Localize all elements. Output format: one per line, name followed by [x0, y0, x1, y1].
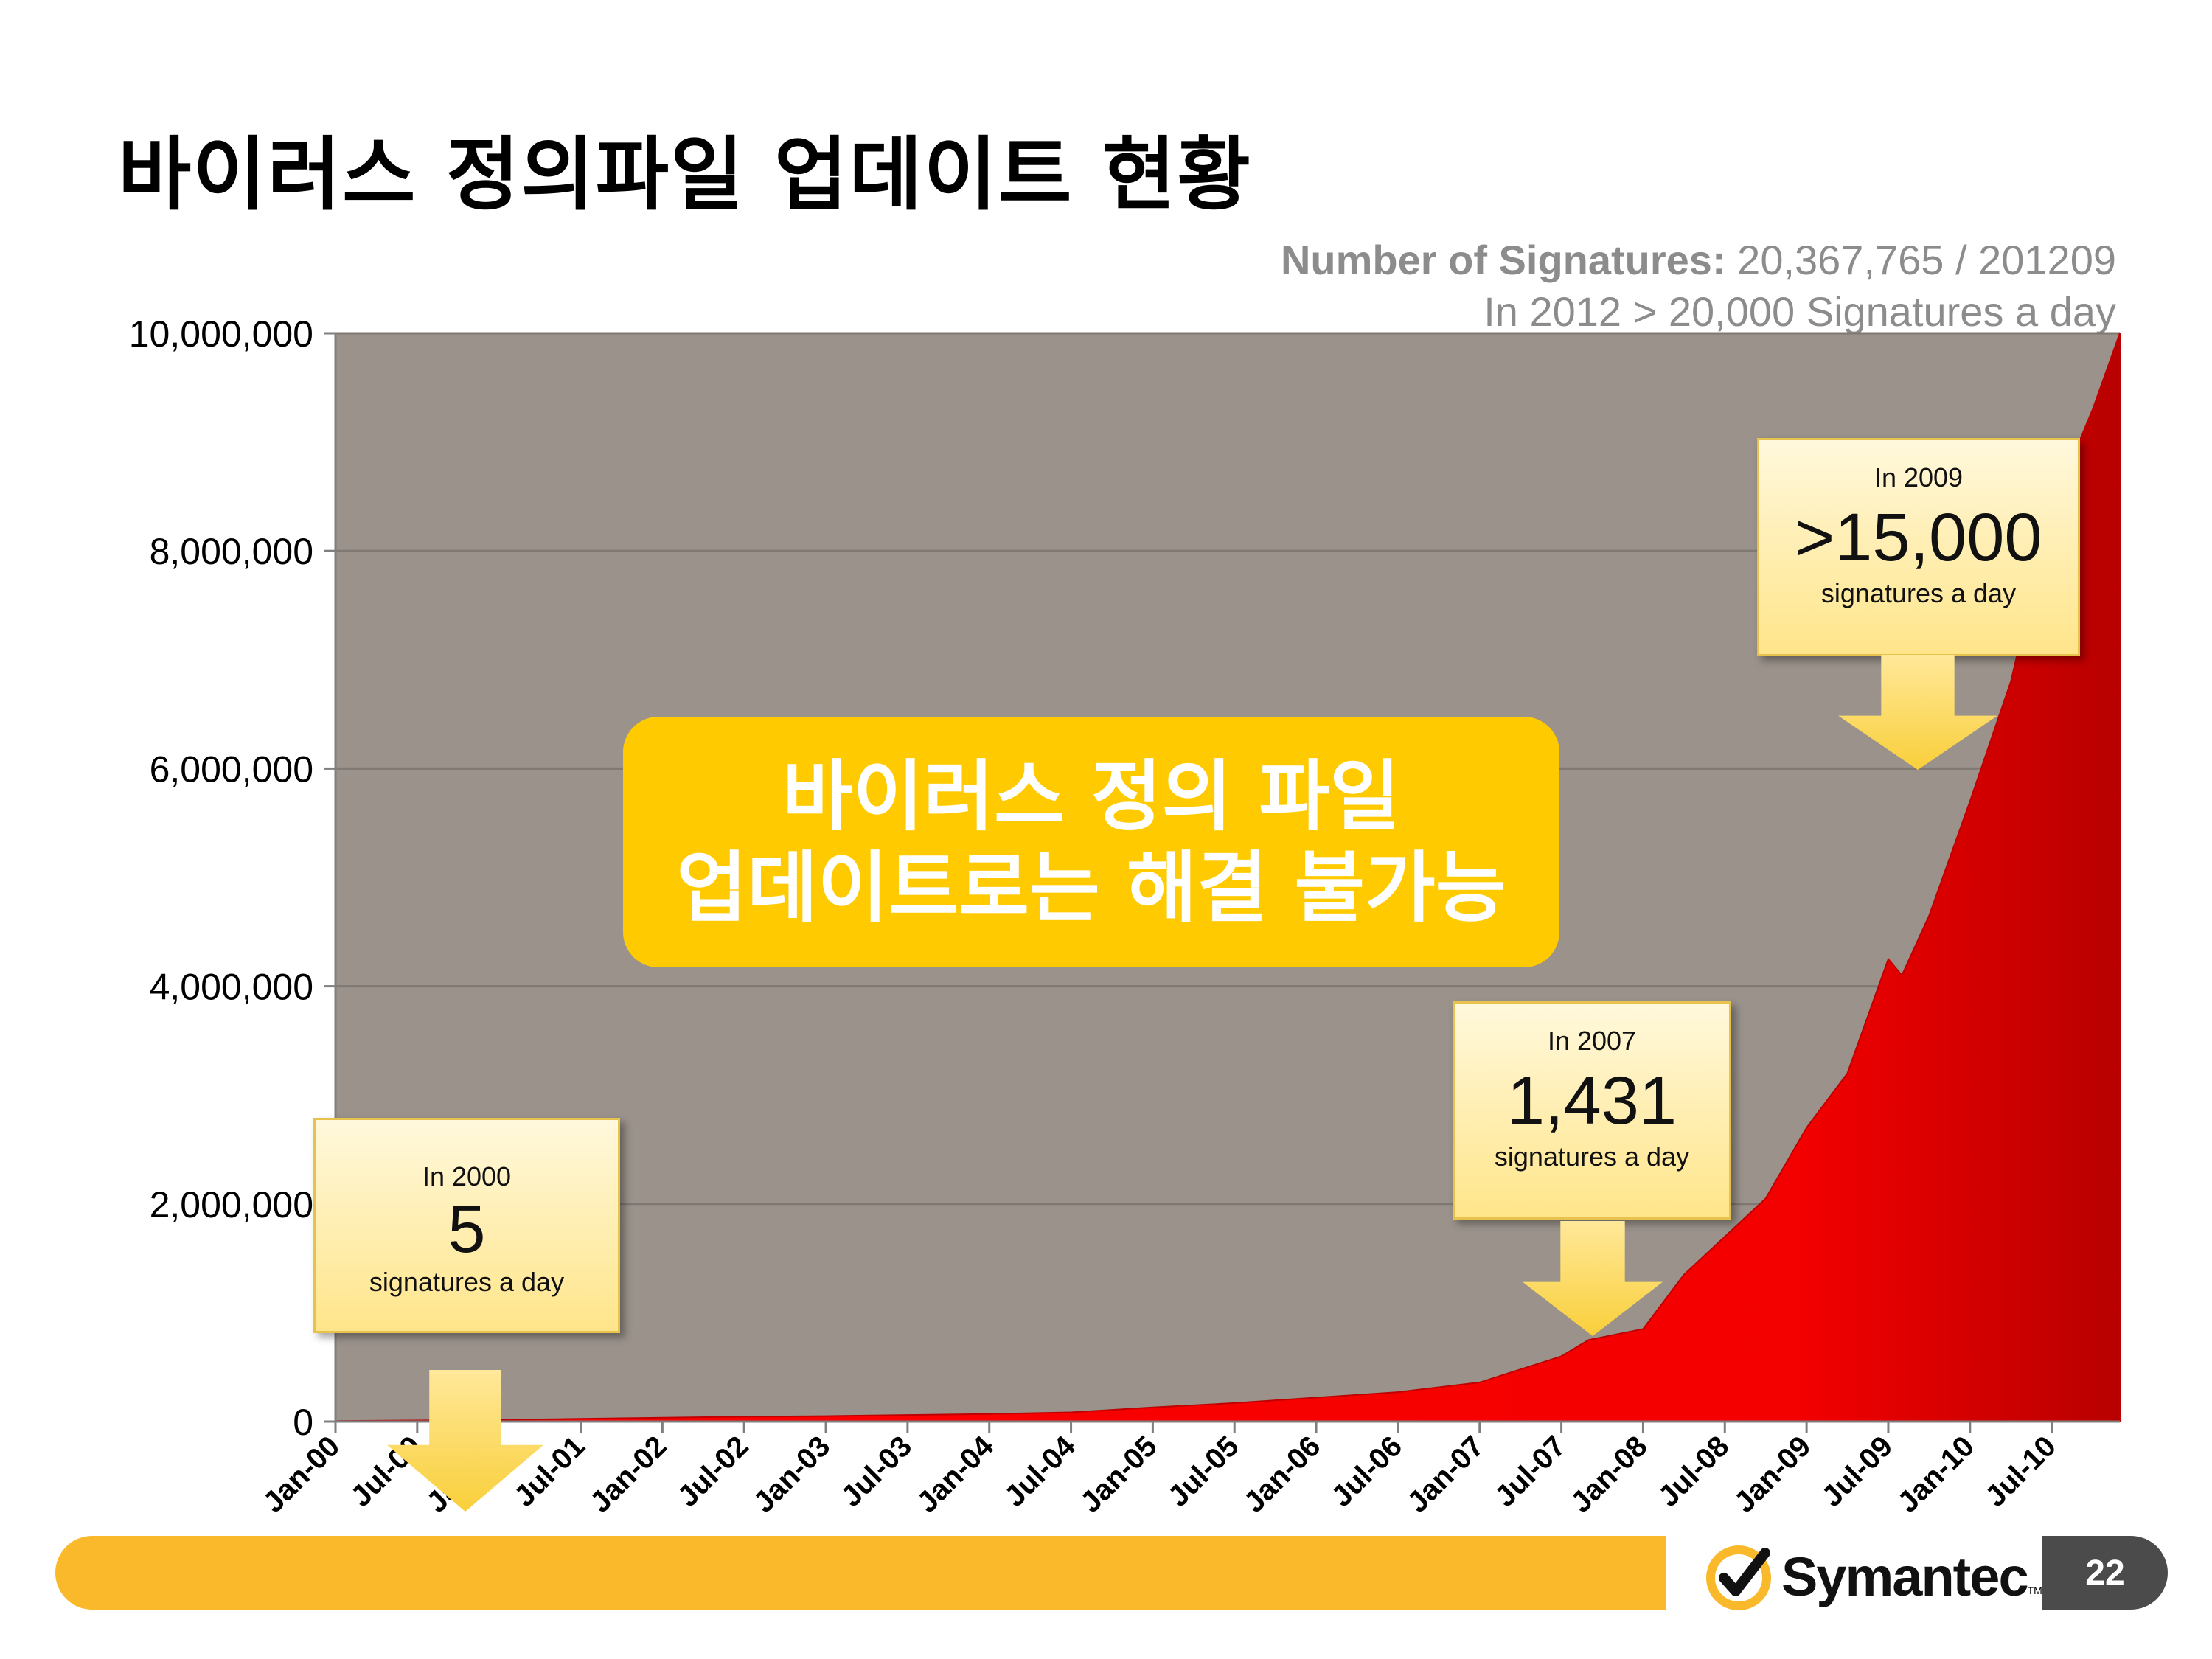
signature-rate-line: In 2012 > 20,000 Signatures a day — [1484, 288, 2116, 335]
signature-count-label: Number of Signatures: — [1280, 237, 1726, 283]
x-tick-label-4: Jan-02 — [584, 1430, 673, 1519]
x-tick-label-13: Jul-06 — [1325, 1430, 1408, 1513]
callout-2009-value: >15,000 — [1795, 500, 2042, 575]
banner-line-1: 바이러스 정의 파일 — [782, 751, 1400, 841]
x-tick-label-5: Jul-02 — [672, 1430, 755, 1513]
check-circle-icon — [1706, 1545, 1771, 1610]
signature-count-line: Number of Signatures: 20,367,765 / 20120… — [1281, 234, 2116, 286]
x-tick-label-8: Jan-04 — [911, 1430, 1000, 1519]
page-number: 22 — [2042, 1536, 2168, 1610]
x-tick-label-11: Jul-05 — [1162, 1430, 1245, 1513]
x-tick-label-21: Jul-10 — [1979, 1430, 2062, 1513]
x-tick-label-20: Jan-10 — [1891, 1430, 1980, 1519]
x-tick-label-10: Jan-05 — [1074, 1430, 1164, 1519]
callout-2000: In 2000 5 signatures a day — [313, 1118, 620, 1333]
y-tick-label-1: 2,000,000 — [150, 1184, 313, 1225]
signature-count-value: 20,367,765 / 201209 — [1737, 237, 2116, 283]
x-tick-label-0: Jan-00 — [257, 1430, 347, 1519]
callout-2007-subcaption: signatures a day — [1494, 1141, 1690, 1172]
callout-2007: In 2007 1,431 signatures a day — [1453, 1001, 1731, 1220]
slide-title: 바이러스 정의파일 업데이트 현황 — [118, 129, 1252, 221]
y-tick-label-3: 6,000,000 — [150, 748, 313, 790]
symantec-logo: Symantec TM — [1703, 1536, 2042, 1617]
x-tick-label-15: Jul-07 — [1489, 1430, 1572, 1513]
x-tick-label-12: Jan-06 — [1238, 1430, 1327, 1519]
conclusion-banner: 바이러스 정의 파일 업데이트로는 해결 불가능 — [623, 717, 1559, 967]
x-tick-label-6: Jan-03 — [748, 1430, 837, 1519]
x-tick-label-7: Jul-03 — [835, 1430, 918, 1513]
x-tick-label-9: Jul-04 — [998, 1430, 1082, 1513]
callout-2007-caption: In 2007 — [1547, 1026, 1637, 1056]
x-tick-label-18: Jan-09 — [1728, 1430, 1818, 1519]
x-tick-label-16: Jan-08 — [1565, 1430, 1654, 1519]
x-tick-label-19: Jul-09 — [1815, 1430, 1899, 1513]
signature-area-series — [335, 333, 2121, 1422]
x-tick-label-3: Jul-01 — [508, 1430, 591, 1513]
x-tick-label-17: Jul-08 — [1652, 1430, 1736, 1513]
callout-2009: In 2009 >15,000 signatures a day — [1757, 438, 2080, 656]
signature-note: Number of Signatures: 20,367,765 / 20120… — [1281, 234, 2116, 338]
x-tick-label-14: Jan-07 — [1401, 1430, 1490, 1519]
y-tick-label-5: 10,000,000 — [129, 313, 313, 355]
callout-2009-subcaption: signatures a day — [1820, 578, 2017, 609]
callout-2009-caption: In 2009 — [1874, 462, 1964, 493]
logo-trademark: TM — [2027, 1585, 2042, 1596]
callout-2007-value: 1,431 — [1506, 1063, 1677, 1138]
y-tick-label-0: 0 — [293, 1402, 313, 1443]
callout-2000-subcaption: signatures a day — [369, 1267, 565, 1298]
y-tick-label-2: 4,000,000 — [150, 967, 313, 1008]
x-tick-label-1: Jul-00 — [344, 1430, 428, 1513]
y-tick-label-4: 8,000,000 — [150, 531, 313, 572]
callout-2000-value: 5 — [448, 1192, 486, 1267]
banner-line-2: 업데이트로는 해결 불가능 — [676, 843, 1506, 933]
footer-bar — [55, 1536, 1666, 1610]
logo-text: Symantec — [1781, 1545, 2029, 1607]
callout-2000-caption: In 2000 — [422, 1161, 512, 1192]
